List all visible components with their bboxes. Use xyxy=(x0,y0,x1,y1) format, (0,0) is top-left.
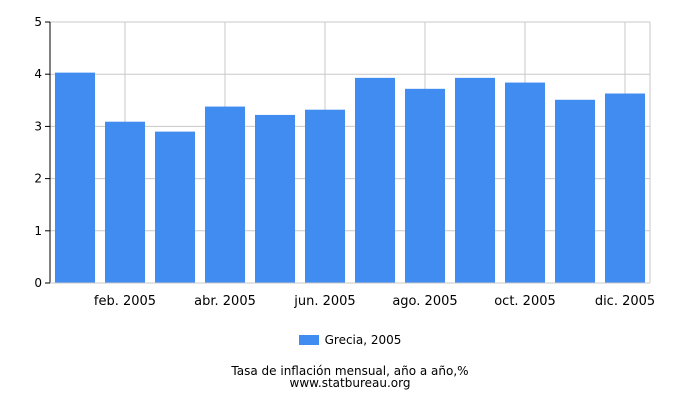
bar xyxy=(105,121,145,284)
bar-chart: 0 1 2 3 4 5 feb. 2005 abr. 2005 jun. 2005 ago. 20… xyxy=(34,15,655,309)
x-tick-label: abr. 2005 xyxy=(194,294,256,309)
bar xyxy=(205,106,245,284)
chart-caption: Tasa de inflación mensual, año a año,% xyxy=(231,364,469,378)
bar xyxy=(455,77,495,283)
y-tick-label: 0 xyxy=(34,276,42,290)
bar xyxy=(155,131,195,283)
x-tick-label: oct. 2005 xyxy=(494,294,556,309)
legend-label: Grecia, 2005 xyxy=(324,333,402,347)
x-tick-label: feb. 2005 xyxy=(94,294,156,309)
y-tick-label: 3 xyxy=(34,119,42,133)
bar xyxy=(305,109,345,283)
bar xyxy=(505,82,545,283)
y-tick-label: 2 xyxy=(34,172,42,186)
bar xyxy=(55,72,95,283)
bar xyxy=(555,99,595,283)
y-tick-label: 5 xyxy=(34,15,42,29)
legend: Grecia, 2005 xyxy=(0,330,700,350)
y-tick-label: 1 xyxy=(34,224,42,238)
bar xyxy=(605,93,645,283)
bar xyxy=(405,88,445,283)
x-tick-label: jun. 2005 xyxy=(293,294,355,309)
x-tick-label: ago. 2005 xyxy=(392,294,457,309)
y-tick-label: 4 xyxy=(34,67,42,81)
legend-swatch xyxy=(298,335,319,345)
x-tick-label: dic. 2005 xyxy=(595,294,655,309)
bar xyxy=(355,77,395,283)
bar xyxy=(255,114,295,283)
source-url: www.statbureau.org xyxy=(289,376,411,390)
